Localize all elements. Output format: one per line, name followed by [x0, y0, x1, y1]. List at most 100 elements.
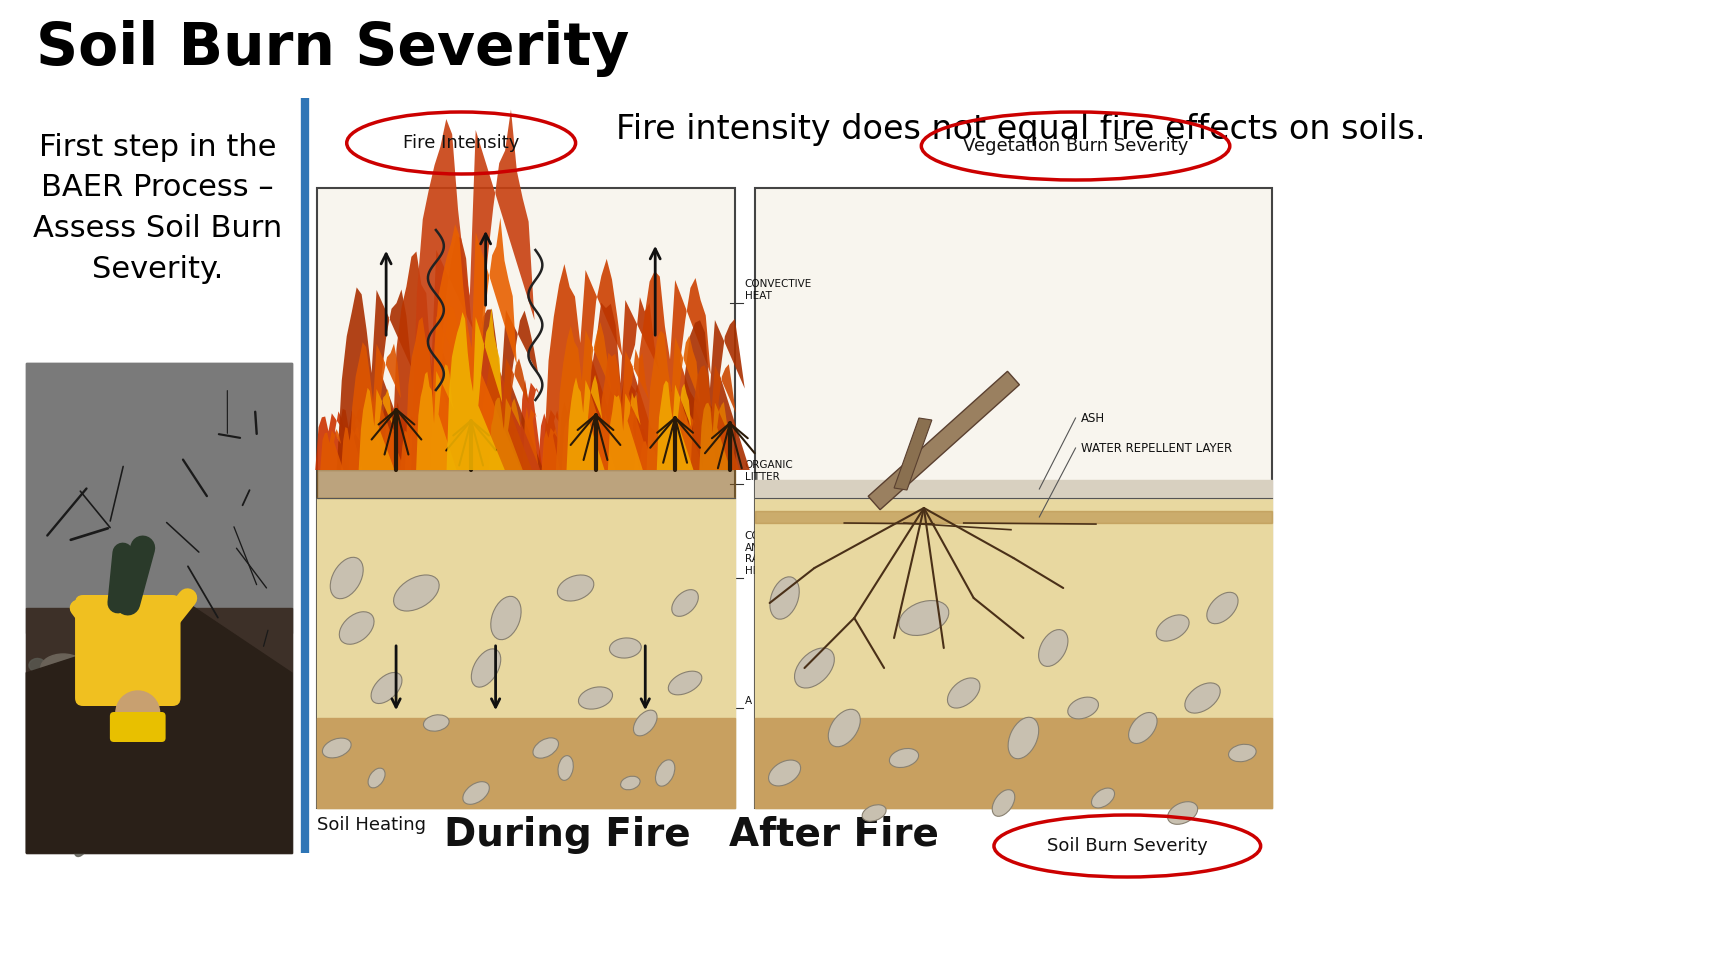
Ellipse shape [53, 668, 62, 678]
Polygon shape [703, 421, 717, 470]
Polygon shape [378, 402, 404, 470]
Text: Fire intensity does not equal fire effects on soils.: Fire intensity does not equal fire effec… [616, 113, 1426, 146]
Ellipse shape [193, 785, 206, 803]
Polygon shape [700, 402, 731, 470]
Text: Vegetation Burn Severity: Vegetation Burn Severity [963, 137, 1189, 155]
Polygon shape [411, 109, 540, 470]
Ellipse shape [771, 577, 800, 620]
Ellipse shape [251, 708, 267, 721]
Ellipse shape [862, 804, 886, 821]
Polygon shape [359, 388, 394, 470]
Polygon shape [690, 364, 740, 470]
Polygon shape [583, 424, 599, 470]
Polygon shape [320, 429, 344, 470]
Polygon shape [544, 258, 628, 470]
Polygon shape [587, 297, 664, 470]
Polygon shape [538, 409, 564, 470]
Ellipse shape [339, 612, 373, 645]
Ellipse shape [889, 748, 918, 768]
Polygon shape [700, 400, 721, 470]
Ellipse shape [368, 769, 385, 788]
Ellipse shape [372, 673, 402, 704]
Ellipse shape [212, 657, 224, 669]
Bar [26, 363, 292, 632]
Polygon shape [599, 349, 652, 470]
Ellipse shape [533, 738, 559, 758]
Ellipse shape [67, 664, 81, 679]
Ellipse shape [89, 780, 107, 789]
Ellipse shape [215, 758, 237, 771]
Text: After Fire: After Fire [729, 816, 939, 854]
Polygon shape [869, 372, 1020, 510]
Polygon shape [337, 287, 416, 470]
Circle shape [115, 691, 160, 735]
Ellipse shape [165, 737, 175, 745]
Polygon shape [559, 398, 583, 470]
Ellipse shape [609, 638, 642, 658]
Ellipse shape [187, 767, 208, 773]
Ellipse shape [83, 737, 95, 747]
Ellipse shape [74, 767, 96, 773]
Ellipse shape [471, 649, 501, 687]
Polygon shape [662, 408, 679, 470]
Bar [26, 363, 292, 853]
Bar [755, 511, 1273, 523]
Ellipse shape [394, 575, 439, 611]
Ellipse shape [829, 710, 860, 746]
Polygon shape [420, 436, 442, 470]
Text: First step in the
BAER Process –
Assess Soil Burn
Severity.: First step in the BAER Process – Assess … [33, 133, 282, 284]
Ellipse shape [1156, 615, 1189, 641]
Ellipse shape [1068, 697, 1099, 719]
Ellipse shape [795, 648, 834, 688]
Ellipse shape [490, 596, 521, 640]
Ellipse shape [136, 680, 146, 699]
Polygon shape [440, 433, 463, 470]
Polygon shape [556, 322, 616, 470]
Ellipse shape [234, 672, 244, 682]
Ellipse shape [74, 836, 88, 857]
Ellipse shape [108, 706, 146, 730]
Bar [755, 718, 1273, 808]
Ellipse shape [239, 694, 253, 711]
Polygon shape [26, 603, 292, 853]
Polygon shape [480, 432, 502, 470]
Bar [755, 188, 1273, 808]
Ellipse shape [463, 782, 490, 804]
Ellipse shape [69, 755, 108, 780]
Polygon shape [647, 331, 703, 470]
Ellipse shape [557, 756, 573, 780]
Ellipse shape [191, 750, 206, 767]
Polygon shape [401, 431, 423, 470]
Polygon shape [635, 271, 716, 470]
Polygon shape [523, 407, 538, 470]
Ellipse shape [115, 663, 132, 679]
Polygon shape [356, 423, 387, 470]
Polygon shape [476, 415, 506, 470]
Polygon shape [416, 421, 447, 470]
Text: ORGANIC
LITTER: ORGANIC LITTER [745, 461, 793, 482]
Polygon shape [349, 342, 404, 470]
Bar [316, 718, 734, 808]
Ellipse shape [191, 738, 224, 758]
Polygon shape [447, 308, 504, 470]
Ellipse shape [1207, 592, 1238, 623]
Bar [755, 480, 1273, 498]
Polygon shape [488, 398, 523, 470]
Polygon shape [337, 408, 366, 470]
Bar [755, 498, 1273, 808]
Polygon shape [463, 437, 480, 470]
Ellipse shape [29, 658, 45, 672]
Ellipse shape [633, 711, 657, 736]
Ellipse shape [62, 710, 77, 720]
Text: Soil Burn Severity: Soil Burn Severity [36, 20, 630, 77]
Polygon shape [580, 405, 602, 470]
Ellipse shape [218, 757, 236, 764]
Polygon shape [607, 392, 643, 470]
Polygon shape [501, 425, 521, 470]
Polygon shape [382, 422, 401, 470]
Ellipse shape [1228, 744, 1256, 762]
Polygon shape [458, 422, 485, 470]
Ellipse shape [120, 679, 129, 701]
Bar [316, 188, 734, 808]
Ellipse shape [1092, 788, 1115, 808]
